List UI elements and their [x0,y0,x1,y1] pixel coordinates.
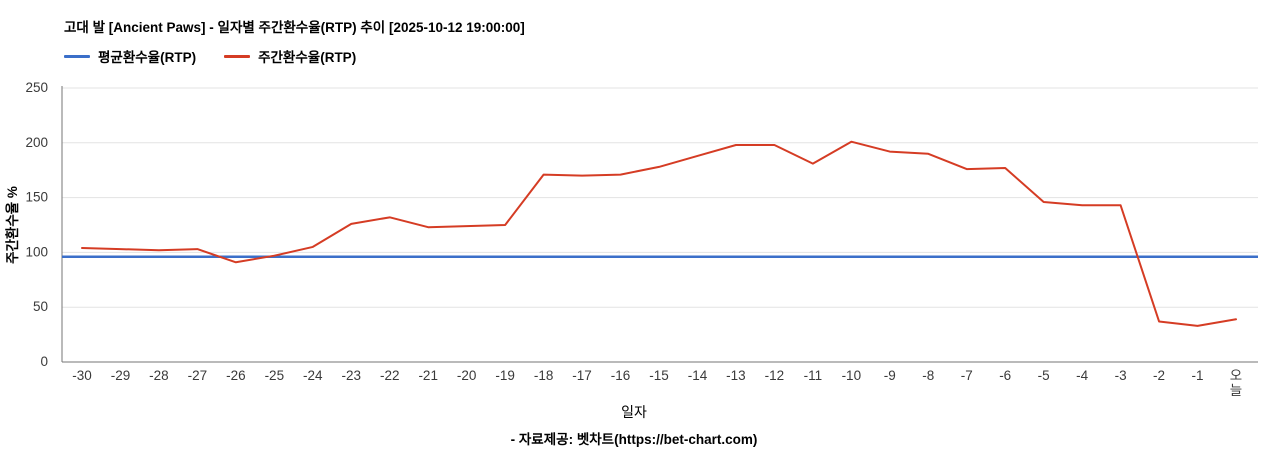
x-tick-label: -24 [303,368,323,383]
x-tick-label: -2 [1153,368,1165,383]
x-axis-title: 일자 [621,404,647,420]
x-tick-label: -5 [1038,368,1050,383]
x-tick-label: -13 [726,368,746,383]
legend-item-weekly-rtp[interactable]: 주간환수율(RTP) [224,46,356,66]
y-tick-label: 150 [25,190,48,205]
x-tick-label: -8 [922,368,934,383]
x-tick-label: -14 [688,368,708,383]
footer-link[interactable]: 벳차트(https://bet-chart.com) [576,432,758,447]
x-tick-label: -6 [999,368,1011,383]
x-tick-label: -12 [765,368,785,383]
x-tick-label: -4 [1076,368,1088,383]
x-tick-label: -22 [380,368,400,383]
y-tick-label: 200 [25,135,48,150]
average-rtp-line-swatch-icon [64,54,90,58]
footer: - 자료제공: 벳차트(https://bet-chart.com) [0,428,1268,448]
chart-title: 고대 발 [Ancient Paws] - 일자별 주간환수율(RTP) 추이 … [64,20,525,35]
x-tick-label: -19 [495,368,515,383]
x-tick-label: -9 [884,368,896,383]
x-tick-label: -26 [226,368,246,383]
x-tick-label: -27 [188,368,208,383]
x-tick-label: -30 [72,368,92,383]
y-tick-label: 0 [40,354,48,369]
x-tick-label: -17 [572,368,592,383]
x-tick-label: -28 [149,368,169,383]
footer-prefix: - 자료제공: [510,432,577,447]
x-tick-label: -10 [842,368,862,383]
x-tick-label: -21 [418,368,438,383]
y-tick-label: 100 [25,244,48,259]
legend-label-average-rtp: 평균환수율(RTP) [98,50,197,65]
x-tick-label: -1 [1192,368,1204,383]
weekly-rtp-line-swatch-icon [224,54,251,58]
x-tick-label: -18 [534,368,554,383]
y-tick-label: 250 [25,80,48,95]
x-tick-label: -7 [961,368,973,383]
x-tick-label: -20 [457,368,477,383]
x-tick-label: -25 [265,368,285,383]
y-axis-title: 주간환수율 % [4,186,20,264]
legend-item-average-rtp[interactable]: 평균환수율(RTP) [64,46,196,66]
x-tick-label: -15 [649,368,669,383]
chart-legend: 평균환수율(RTP) 주간환수율(RTP) [64,46,356,66]
x-tick-label: -16 [611,368,631,383]
x-tick-label: -23 [342,368,362,383]
x-tick-label: -11 [804,368,823,383]
x-tick-label: -29 [111,368,131,383]
y-tick-label: 50 [33,299,48,314]
series-line-1 [81,140,1237,327]
legend-label-weekly-rtp: 주간환수율(RTP) [258,50,357,65]
x-tick-label: -3 [1115,368,1127,383]
